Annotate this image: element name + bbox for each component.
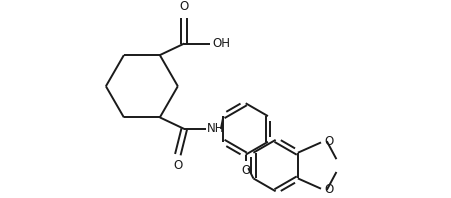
Text: O: O: [173, 159, 182, 172]
Text: OH: OH: [212, 37, 230, 50]
Text: O: O: [324, 184, 333, 196]
Text: O: O: [179, 0, 189, 13]
Text: O: O: [324, 135, 333, 148]
Text: NH: NH: [207, 122, 225, 135]
Text: O: O: [240, 164, 250, 177]
